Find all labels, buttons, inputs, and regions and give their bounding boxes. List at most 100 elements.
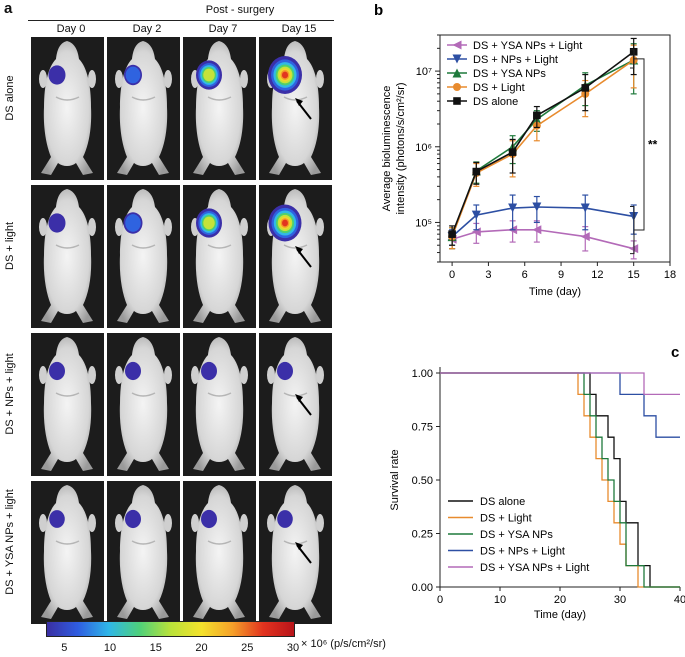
tumor-arrow-head	[295, 542, 303, 550]
plot-frame	[439, 34, 671, 263]
panel-a-letter: a	[4, 0, 13, 17]
series-line	[451, 206, 634, 238]
colorbar	[46, 621, 295, 637]
mouse-limb	[39, 218, 47, 236]
mouse-limb	[191, 514, 199, 532]
mouse-limb	[267, 514, 275, 532]
mouse-body	[193, 41, 245, 175]
mouse-body	[41, 337, 93, 471]
mouse-limb	[240, 514, 248, 532]
mouse-body	[117, 41, 169, 175]
mouse-shading	[55, 392, 80, 397]
mouse-limb	[191, 366, 199, 384]
bioluminescence-signal	[125, 66, 141, 84]
bracket-connector	[634, 58, 645, 231]
mouse-body	[269, 485, 321, 619]
data-point	[471, 210, 481, 220]
legend-label: DS + YSA NPs	[480, 529, 553, 541]
bioluminescence-signal	[49, 510, 65, 528]
bioluminescence-signal	[203, 216, 215, 230]
bioluminescence-signal	[277, 510, 293, 528]
legend-label: DS alone	[473, 96, 518, 108]
row-label: DS + YSA NPs + light	[4, 489, 16, 595]
x-axis-label: Time (day)	[529, 286, 581, 298]
mouse-body	[117, 189, 169, 323]
row-label: DS + NPs + light	[4, 353, 16, 435]
panel-c-letter: c	[671, 344, 679, 361]
bioluminescence-signal	[125, 214, 141, 232]
y-tick-label: 10⁶	[415, 142, 432, 154]
mouse-shading	[283, 392, 308, 397]
colorbar-tick-label: 30	[286, 642, 300, 654]
mouse-body	[41, 41, 93, 175]
y-tick-label: 0.50	[412, 475, 433, 487]
mouse-limb	[39, 366, 47, 384]
x-tick-label: 0	[437, 594, 443, 606]
mouse-body	[193, 485, 245, 619]
x-tick-label: 9	[558, 269, 564, 281]
x-tick-label: 3	[485, 269, 491, 281]
legend-label: DS + YSA NPs + Light	[480, 562, 589, 574]
legend-label: DS + YSA NPs	[473, 68, 546, 80]
mouse-shading	[207, 96, 232, 101]
y-tick-label: 0.75	[412, 422, 433, 434]
mouse-shading	[131, 96, 156, 101]
mouse-photo	[31, 481, 104, 624]
day-label: Day 7	[208, 23, 238, 35]
mouse-limb	[115, 514, 123, 532]
post-surgery-header: Post - surgery	[205, 4, 275, 16]
mouse-photo	[259, 185, 332, 328]
mouse-limb	[316, 218, 324, 236]
mouse-photo	[259, 333, 332, 476]
mouse-shading	[131, 540, 156, 545]
data-point	[508, 203, 518, 213]
mouse-body	[41, 189, 93, 323]
bioluminescence-signal	[203, 68, 215, 82]
y-tick-label: 10⁷	[416, 66, 432, 78]
bioluminescence-signal	[48, 213, 66, 233]
day-label: Day 0	[56, 23, 86, 35]
mouse-limb	[240, 366, 248, 384]
day-label: Day 2	[132, 23, 162, 35]
y-axis-label: Survival rate	[389, 449, 401, 510]
mouse-photo	[107, 37, 180, 180]
mouse-limb	[164, 70, 172, 88]
colorbar-unit: × 10⁶ (p/s/cm²/sr)	[301, 638, 386, 650]
significance-mark: **	[648, 137, 658, 151]
legend-marker	[453, 97, 461, 105]
charts-svg: b 0 3 6 9 12 15 18 Time (day) 10⁵ 10⁶ 10⁷ Average bi…	[374, 2, 685, 621]
mouse-limb	[316, 366, 324, 384]
mouse-body	[117, 485, 169, 619]
mouse-shading	[55, 244, 80, 249]
mouse-body	[117, 337, 169, 471]
mouse-limb	[115, 366, 123, 384]
x-tick-label: 10	[494, 594, 506, 606]
bioluminescence-signal	[48, 65, 66, 85]
legend-label: DS + YSA NPs + Light	[473, 40, 582, 52]
legend-label: DS + Light	[480, 513, 532, 525]
bioluminescence-signal	[49, 361, 65, 381]
bioluminescence-signal	[282, 219, 288, 227]
mouse-photo	[183, 185, 256, 328]
mouse-body	[269, 337, 321, 471]
legend-marker	[453, 83, 461, 91]
mouse-shading	[55, 96, 80, 101]
y-tick-label: 0.00	[412, 582, 433, 594]
mouse-limb	[39, 514, 47, 532]
mouse-photo	[31, 37, 104, 180]
bioluminescence-signal	[201, 361, 217, 381]
colorbar-tick-label: 20	[195, 642, 208, 654]
data-point	[532, 202, 542, 212]
data-point	[448, 230, 456, 238]
mouse-shading	[283, 540, 308, 545]
legend-marker	[452, 40, 462, 50]
panel-b-letter: b	[374, 2, 383, 19]
mouse-shading	[283, 244, 308, 249]
bioluminescence-signal	[125, 509, 141, 529]
day-label: Day 15	[281, 23, 317, 35]
legend-marker	[452, 54, 462, 64]
series-line	[451, 51, 635, 235]
mouse-photo	[259, 481, 332, 624]
x-tick-label: 30	[614, 594, 626, 606]
mouse-photo	[107, 481, 180, 624]
